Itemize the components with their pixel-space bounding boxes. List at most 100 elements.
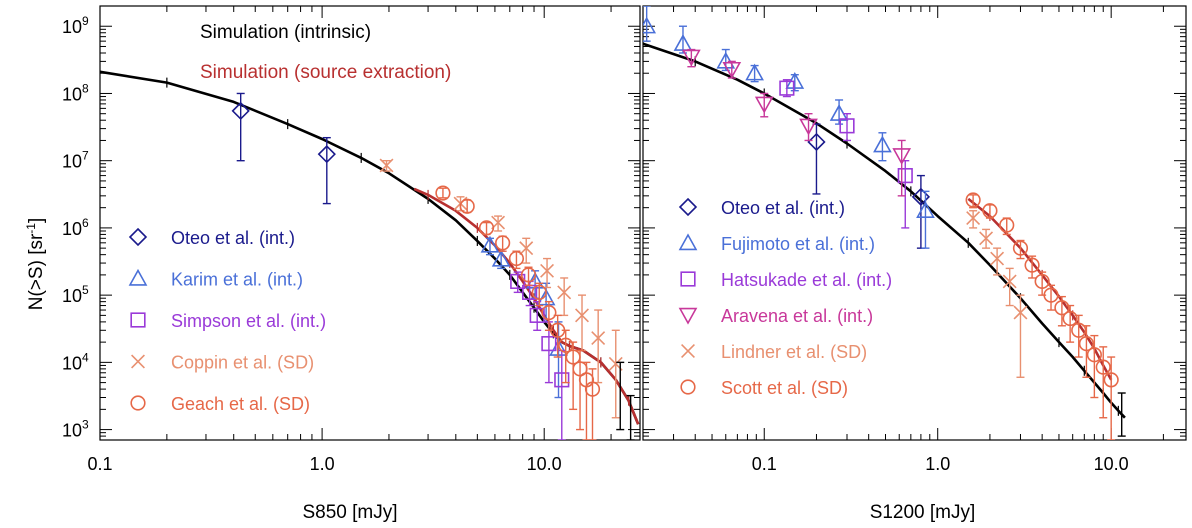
- y-tick-exponent: 8: [82, 81, 89, 95]
- point-karim: [491, 249, 511, 267]
- point-lindner-stroke-b: [990, 251, 1005, 266]
- point-coppin-stroke-b: [540, 263, 555, 278]
- point-aravena: [754, 96, 774, 114]
- point-lindner: [966, 211, 981, 226]
- point-geach: [478, 220, 495, 236]
- y-tick-label: 108: [62, 81, 89, 104]
- legend-marker-scott: [680, 379, 696, 395]
- x-tick-label: 10.0: [1094, 454, 1129, 474]
- legend-marker-fujimoto: [678, 233, 698, 251]
- point-geach: [584, 381, 601, 397]
- point-fujimoto: [873, 135, 892, 153]
- point-simpson: [529, 307, 545, 323]
- legend-label-karim: Karim et al. (int.): [171, 270, 303, 290]
- series-scott: [965, 192, 1119, 440]
- y-tick-label: 104: [62, 350, 89, 373]
- y-tick-label: 105: [62, 283, 89, 306]
- point-oteo: [317, 145, 336, 164]
- simulation-extraction-curve: [967, 197, 1113, 381]
- x-tick-label: 1.0: [310, 454, 335, 474]
- y-tick-exponent: 3: [82, 418, 89, 432]
- series-sim_intrinsic: [1117, 392, 1126, 437]
- y-tick-base: 10: [62, 84, 82, 104]
- point-lindner-stroke-b: [979, 231, 994, 246]
- legend-marker-aravena: [678, 307, 698, 325]
- point-scott: [999, 217, 1015, 233]
- x-tick-label: 1.0: [925, 454, 950, 474]
- legend-label-scott: Scott et al. (SD): [721, 378, 848, 398]
- point-simpson: [510, 273, 526, 290]
- point-scott: [1103, 372, 1119, 388]
- point-lindner-stroke-b: [966, 211, 981, 226]
- plot-frame: [642, 5, 1187, 441]
- legend-label-fujimoto: Fujimoto et al. (int.): [721, 234, 875, 254]
- point-lindner: [979, 231, 994, 246]
- y-axis-label-superscript: -1: [24, 223, 38, 234]
- legend-label-lindner: Lindner et al. (SD): [721, 342, 867, 362]
- legend-label-coppin: Coppin et al. (SD): [171, 353, 314, 373]
- point-coppin: [575, 308, 589, 323]
- legend-item-simpson: Simpson et al. (int.): [130, 311, 326, 331]
- legend-item-karim: Karim et al. (int.): [128, 268, 303, 290]
- point-geach: [435, 185, 451, 201]
- point-coppin: [519, 241, 534, 256]
- y-tick-exponent: 9: [82, 14, 89, 28]
- point-scott: [1034, 273, 1050, 290]
- point-scott: [1078, 336, 1095, 352]
- x-axis-ticks: [99, 6, 612, 440]
- point-geach: [520, 267, 537, 283]
- point-scott: [1024, 257, 1040, 273]
- point-scott: [1071, 322, 1087, 338]
- legend-label-simpson: Simpson et al. (int.): [171, 311, 326, 331]
- point-simpson: [554, 372, 570, 388]
- point-karim: [536, 288, 556, 306]
- y-tick-label: 103: [62, 418, 89, 441]
- y-tick-label: 106: [62, 216, 89, 239]
- legend-label-geach: Geach et al. (SD): [171, 394, 310, 414]
- point-coppin: [379, 158, 394, 173]
- point-scott: [982, 203, 998, 219]
- legend-marker-simpson: [130, 312, 146, 328]
- point-geach: [508, 250, 525, 267]
- series-hatsukade: [779, 79, 913, 229]
- point-coppin-stroke-b: [557, 285, 572, 300]
- point-scott: [1086, 347, 1102, 363]
- y-tick-exponent: 7: [82, 149, 89, 163]
- point-oteo: [231, 101, 250, 121]
- legend-marker-lindner: [681, 344, 695, 358]
- legend-marker-lindner-stroke-b: [681, 344, 695, 358]
- point-coppin: [557, 285, 572, 300]
- point-lindner-stroke-b: [1013, 305, 1028, 320]
- point-oteo: [807, 132, 826, 152]
- point-simpson: [541, 336, 557, 352]
- y-tick-base: 10: [62, 353, 82, 373]
- point-aravena: [892, 148, 912, 166]
- x-axis-label: S1200 [mJy]: [870, 502, 976, 523]
- y-tick-base: 10: [62, 421, 82, 441]
- legend-item-hatsukade: Hatsukade et al. (int.): [680, 270, 892, 290]
- legend-marker-oteo: [678, 197, 698, 217]
- legend-item-coppin: Coppin et al. (SD): [131, 353, 314, 373]
- point-geach: [531, 284, 547, 300]
- point-lindner-stroke-b: [1002, 274, 1017, 289]
- legend-marker-karim: [128, 268, 148, 286]
- point-coppin-stroke-b: [575, 308, 589, 323]
- x-tick-label: 0.1: [87, 454, 112, 474]
- x-axis-ticks: [642, 6, 1164, 440]
- point-karim: [549, 338, 568, 356]
- point-fujimoto: [745, 63, 764, 81]
- point-coppin: [540, 263, 555, 278]
- point-oteo: [911, 187, 931, 206]
- simulation-extraction-curve: [413, 187, 640, 425]
- point-hatsukade: [839, 118, 855, 134]
- legend-simulation-intrinsic: Simulation (intrinsic): [200, 22, 371, 43]
- point-aravena: [799, 118, 818, 136]
- legend-item-geach: Geach et al. (SD): [130, 394, 310, 414]
- simulation-intrinsic-curve: [643, 42, 1126, 419]
- series-lindner: [966, 210, 1028, 378]
- series-oteo: [807, 123, 931, 249]
- y-axis-ticks: [100, 5, 640, 441]
- legend-item-aravena: Aravena et al. (int.): [678, 306, 873, 326]
- y-tick-base: 10: [62, 17, 82, 37]
